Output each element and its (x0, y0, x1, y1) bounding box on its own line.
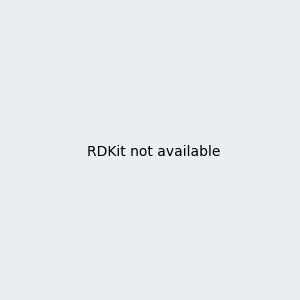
Text: RDKit not available: RDKit not available (87, 145, 220, 158)
